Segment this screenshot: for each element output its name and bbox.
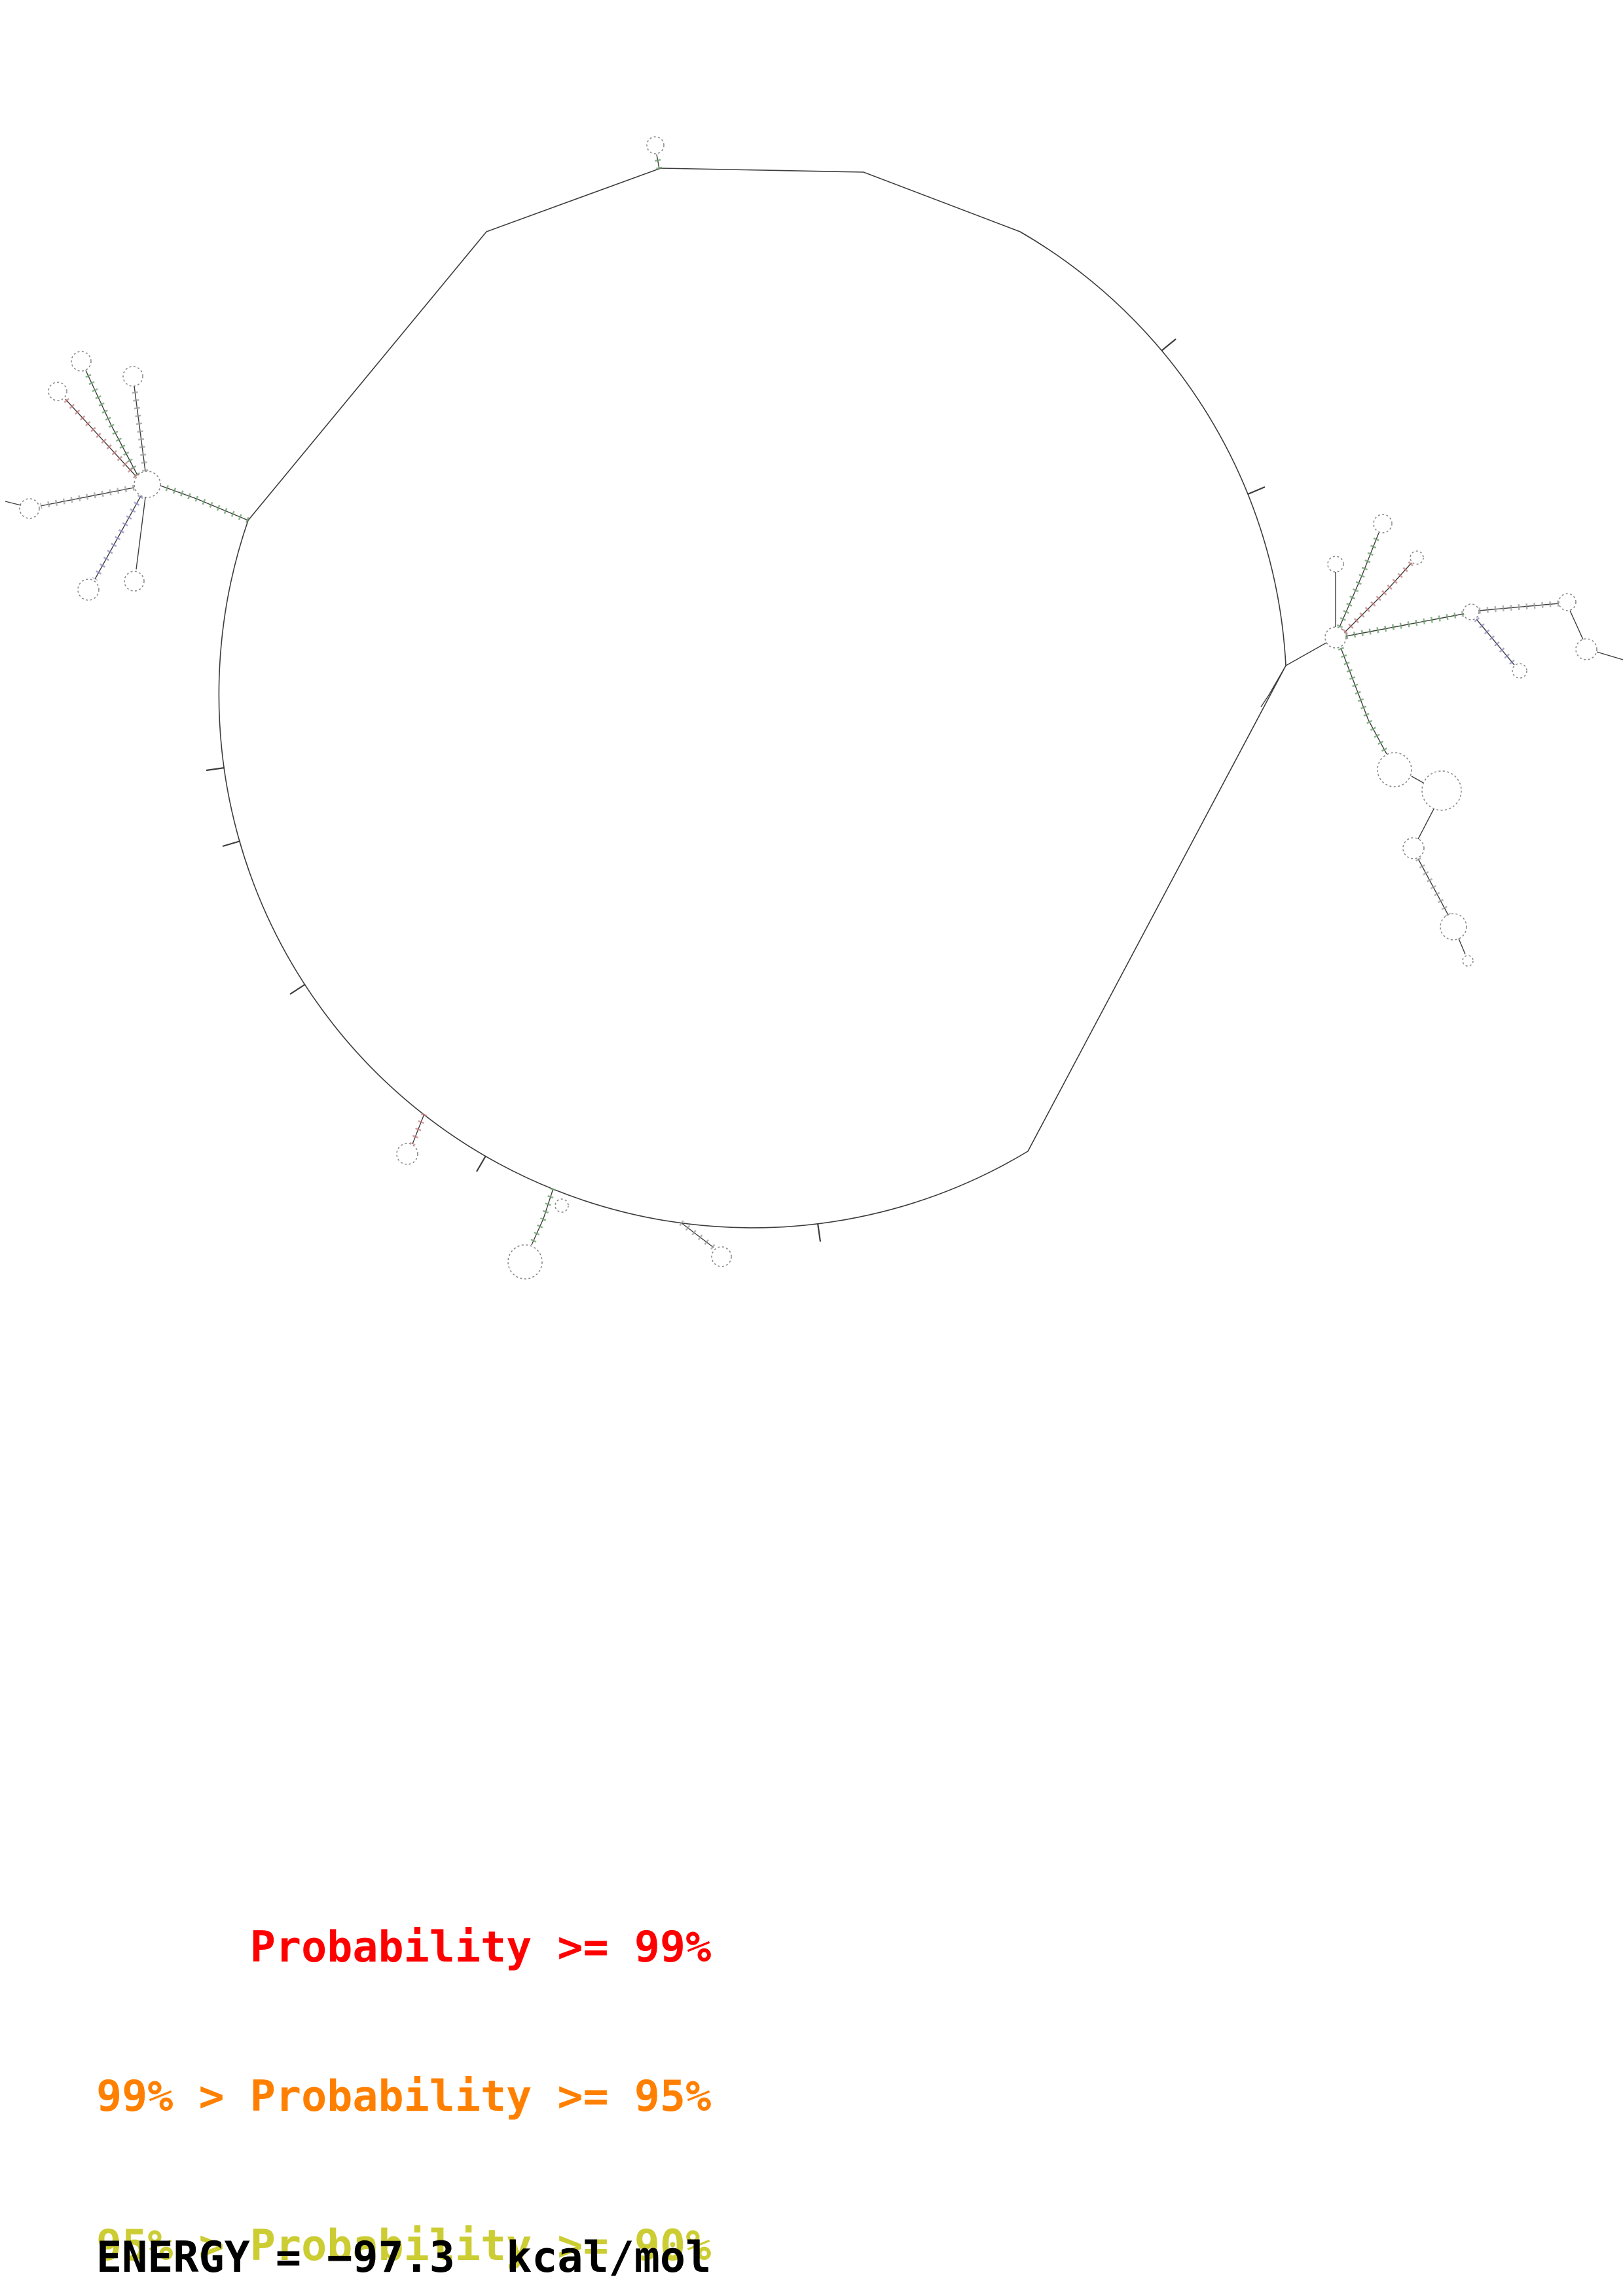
loop — [396, 1143, 418, 1165]
loop — [122, 366, 143, 387]
loop — [711, 1246, 732, 1267]
loop — [1410, 550, 1424, 565]
strand — [65, 399, 137, 477]
basepair-rungs-green — [82, 154, 1464, 1246]
strand — [1411, 776, 1424, 783]
rungs — [63, 397, 139, 479]
tick-line — [206, 766, 225, 772]
rungs — [159, 482, 249, 524]
loop — [1558, 593, 1577, 611]
strand — [1476, 619, 1515, 666]
tick-line — [1247, 486, 1266, 495]
backbone-exterior-loop — [218, 168, 1286, 1229]
energy-label: ENERGY = −97.3 kcal/mol — [96, 2233, 712, 2282]
tick-line — [1161, 338, 1176, 351]
rungs — [82, 369, 140, 477]
helix-strands — [5, 154, 1623, 1248]
hairpin-loops — [19, 136, 1597, 1280]
strand — [656, 154, 660, 170]
strand-free-end — [1260, 665, 1286, 708]
legend-item: 95% > Probability >= 90% — [96, 2221, 712, 2270]
rungs — [40, 484, 135, 509]
loop — [1575, 638, 1597, 660]
legend-item: 99% > Probability >= 95% — [96, 2072, 712, 2121]
loop — [1440, 913, 1467, 941]
strand — [134, 386, 146, 472]
loop — [124, 571, 145, 592]
tick-line — [222, 840, 241, 848]
tick-line — [476, 1155, 486, 1172]
loop — [71, 351, 92, 372]
loop — [1421, 770, 1462, 811]
probability-legend: Probability >= 99% 99% > Probability >= … — [96, 1823, 711, 2296]
loop — [646, 136, 665, 154]
loop — [1402, 837, 1425, 859]
loop — [1327, 556, 1344, 573]
strand — [5, 501, 22, 506]
loop — [1324, 626, 1347, 649]
basepair-rungs-blue — [92, 494, 1517, 667]
legend-item: Probability >= 99% — [96, 1923, 712, 1972]
loop — [555, 1198, 569, 1213]
strand — [1285, 642, 1327, 666]
loop — [1512, 663, 1527, 679]
loop — [77, 579, 100, 601]
rungs — [1478, 600, 1559, 614]
backbone-ticks — [206, 338, 1266, 1242]
loop — [1377, 752, 1412, 787]
rungs — [409, 1113, 428, 1145]
strand — [136, 497, 146, 570]
rungs — [1338, 647, 1389, 756]
strand — [1417, 808, 1434, 840]
loop — [19, 498, 40, 519]
rungs — [92, 494, 143, 581]
basepair-rungs-red — [63, 397, 1414, 1145]
strand — [1345, 613, 1464, 637]
strand — [1458, 938, 1466, 955]
loop — [134, 471, 161, 498]
loop — [1462, 955, 1474, 967]
strand — [1344, 562, 1412, 633]
rungs — [1415, 857, 1451, 917]
rungs — [131, 386, 149, 472]
loop — [1463, 603, 1480, 620]
loop — [1373, 514, 1393, 533]
tick-line — [289, 984, 306, 995]
strand — [1569, 610, 1584, 640]
strand — [1596, 651, 1623, 660]
rna-backbone-circle — [218, 168, 1286, 1229]
rungs — [528, 1187, 556, 1246]
loop — [48, 382, 67, 401]
loop — [507, 1244, 543, 1280]
rungs — [1336, 531, 1382, 628]
basepair-rungs-grey — [40, 386, 1559, 1250]
tick-line — [816, 1223, 822, 1242]
strand — [680, 1222, 714, 1248]
